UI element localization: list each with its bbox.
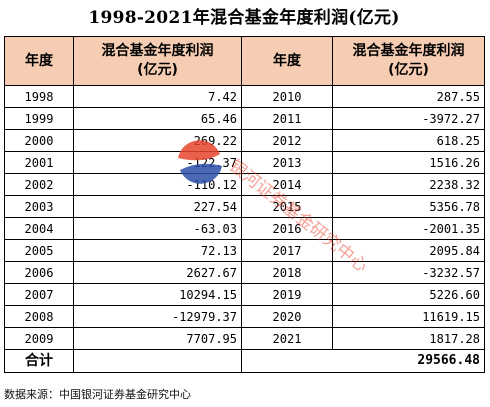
profit-cell: 2627.67	[73, 261, 242, 284]
profit-cell: 7.42	[73, 85, 242, 108]
profit-cell: -63.03	[73, 217, 242, 240]
profit-cell: 269.22	[73, 129, 242, 152]
year-cell: 2005	[4, 239, 74, 262]
profit-cell: 5226.60	[332, 283, 485, 306]
total-value: 29566.48	[241, 349, 485, 373]
table-row: 2008 -12979.37 2020 11619.15	[4, 305, 485, 328]
profit-cell: -3232.57	[332, 261, 485, 284]
year-cell: 2004	[4, 217, 74, 240]
profit-cell: 2095.84	[332, 239, 485, 262]
year-cell: 2014	[241, 173, 333, 196]
profit-cell: 227.54	[73, 195, 242, 218]
profit-cell: -2001.35	[332, 217, 485, 240]
table-row: 2003 227.54 2015 5356.78	[4, 195, 485, 218]
header-profit-label: 混合基金年度利润	[352, 43, 465, 59]
year-cell: 2008	[4, 305, 74, 328]
profit-cell: 5356.78	[332, 195, 485, 218]
year-cell: 2002	[4, 173, 74, 196]
year-cell: 2000	[4, 129, 74, 152]
profit-cell: -3972.27	[332, 107, 485, 130]
total-label: 合计	[4, 349, 74, 373]
table-title: 1998-2021年混合基金年度利润(亿元)	[88, 8, 400, 28]
year-cell: 2013	[241, 151, 333, 174]
year-cell: 1998	[4, 85, 74, 108]
year-cell: 2021	[241, 327, 333, 350]
year-cell: 2020	[241, 305, 333, 328]
total-row: 合计 29566.48	[4, 349, 485, 373]
profit-cell: -110.12	[73, 173, 242, 196]
profit-cell: 10294.15	[73, 283, 242, 306]
profit-cell: 1817.28	[332, 327, 485, 350]
profit-cell: 11619.15	[332, 305, 485, 328]
profit-cell: 7707.95	[73, 327, 242, 350]
year-cell: 2012	[241, 129, 333, 152]
year-cell: 2017	[241, 239, 333, 262]
table-row: 1998 7.42 2010 287.55	[4, 85, 485, 108]
profit-cell: -122.37	[73, 151, 242, 174]
table-row: 2009 7707.95 2021 1817.28	[4, 327, 485, 350]
profit-cell: 1516.26	[332, 151, 485, 174]
year-cell: 2019	[241, 283, 333, 306]
year-cell: 2003	[4, 195, 74, 218]
table-row: 2001 -122.37 2013 1516.26	[4, 151, 485, 174]
table-row: 2004 -63.03 2016 -2001.35	[4, 217, 485, 240]
header-year-left: 年度	[4, 36, 74, 86]
table-row: 2000 269.22 2012 618.25	[4, 129, 485, 152]
year-cell: 2010	[241, 85, 333, 108]
header-unit-label: (亿元)	[388, 62, 429, 78]
year-cell: 2006	[4, 261, 74, 284]
year-cell: 2009	[4, 327, 74, 350]
table-row: 2007 10294.15 2019 5226.60	[4, 283, 485, 306]
data-source-note: 数据来源：中国银河证券基金研究中心	[4, 388, 191, 401]
profit-cell: 618.25	[332, 129, 485, 152]
year-cell: 2007	[4, 283, 74, 306]
profit-cell: 65.46	[73, 107, 242, 130]
header-year-right: 年度	[241, 36, 333, 86]
table-row: 1999 65.46 2011 -3972.27	[4, 107, 485, 130]
year-cell: 1999	[4, 107, 74, 130]
profit-cell: 2238.32	[332, 173, 485, 196]
year-cell: 2001	[4, 151, 74, 174]
header-profit-left: 混合基金年度利润 (亿元)	[73, 36, 242, 86]
year-cell: 2015	[241, 195, 333, 218]
table-row: 2002 -110.12 2014 2238.32	[4, 173, 485, 196]
header-unit-label: (亿元)	[137, 62, 178, 78]
year-cell: 2011	[241, 107, 333, 130]
profit-cell: 72.13	[73, 239, 242, 262]
profit-table: 年度 混合基金年度利润 (亿元) 年度 混合基金年度利润 (亿元) 1998 7.…	[4, 36, 485, 373]
profit-cell: -12979.37	[73, 305, 242, 328]
table-row: 2005 72.13 2017 2095.84	[4, 239, 485, 262]
total-empty-cell	[73, 349, 242, 373]
header-profit-right: 混合基金年度利润 (亿元)	[332, 36, 485, 86]
header-row: 年度 混合基金年度利润 (亿元) 年度 混合基金年度利润 (亿元)	[4, 36, 485, 86]
header-profit-label: 混合基金年度利润	[101, 43, 214, 59]
profit-cell: 287.55	[332, 85, 485, 108]
year-cell: 2016	[241, 217, 333, 240]
table-row: 2006 2627.67 2018 -3232.57	[4, 261, 485, 284]
year-cell: 2018	[241, 261, 333, 284]
